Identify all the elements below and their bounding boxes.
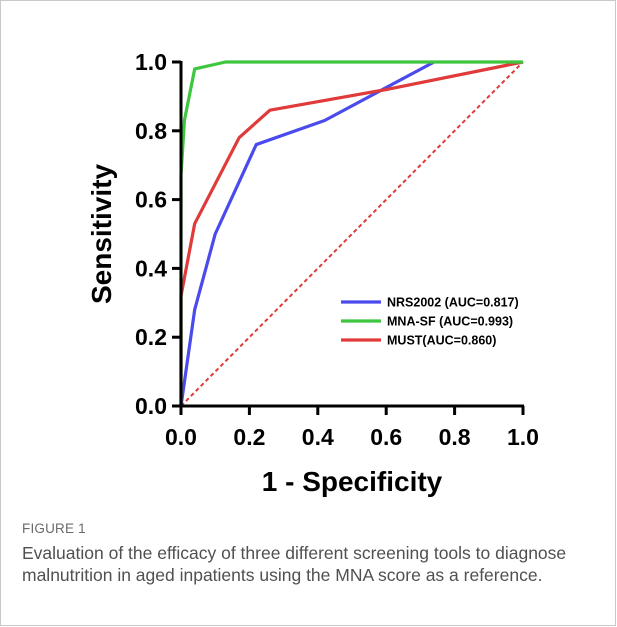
roc-chart: 0.0 0.2 0.4 0.6 0.8 1.0 0.0 0.2 0.4 0.6 0.8 1.0 1 - … [86, 49, 539, 497]
y-tick-label: 1.0 [135, 49, 167, 75]
legend-label-0: NRS2002 (AUC=0.817) [387, 296, 519, 310]
legend-label-1: MNA-SF (AUC=0.993) [387, 315, 513, 329]
x-tick-label: 0.4 [302, 424, 334, 450]
figure-label: FIGURE 1 [22, 521, 86, 536]
y-tick-label: 0.2 [135, 324, 167, 350]
x-tick-label: 0.6 [370, 424, 402, 450]
y-tick-label: 0.4 [135, 255, 167, 281]
x-tick-label: 0.8 [439, 424, 471, 450]
y-axis-title: Sensitivity [86, 164, 117, 304]
legend-label-2: MUST(AUC=0.860) [387, 334, 496, 348]
figure-caption-text: Evaluation of the efficacy of three diff… [22, 543, 567, 585]
series-line-0 [179, 60, 435, 407]
x-axis-title: 1 - Specificity [262, 466, 443, 497]
x-tick-label: 1.0 [507, 424, 539, 450]
reference-diagonal-line [180, 61, 524, 407]
figure-caption: FIGURE 1 Evaluation of the efficacy of t… [22, 521, 602, 586]
y-tick-label: 0.0 [135, 393, 167, 419]
x-tick-label: 0.0 [165, 424, 197, 450]
y-tick-label: 0.8 [135, 118, 167, 144]
x-tick-label: 0.2 [233, 424, 265, 450]
y-tick-label: 0.6 [135, 187, 167, 213]
